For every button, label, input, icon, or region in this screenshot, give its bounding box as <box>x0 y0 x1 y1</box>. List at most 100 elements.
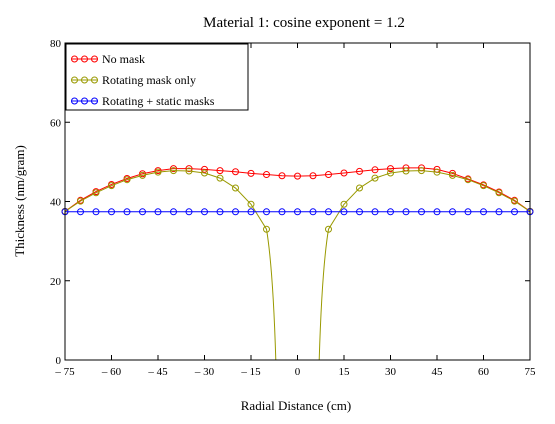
data-point <box>495 208 503 216</box>
data-point <box>77 208 84 216</box>
data-point <box>356 167 363 175</box>
data-point <box>418 167 425 175</box>
y-tick-label: 20 <box>50 276 62 288</box>
data-point <box>278 172 286 180</box>
data-point <box>139 171 146 179</box>
series-rotating-mask-only <box>61 167 534 361</box>
data-point <box>464 208 472 216</box>
legend-label: No mask <box>102 52 145 66</box>
y-tick-label: 40 <box>50 197 62 209</box>
data-point <box>340 200 348 208</box>
x-axis-ticks: – 75 – 60 – 45 – 30 – 15 0 15 30 45 60 75 <box>54 43 536 378</box>
data-point <box>511 197 518 205</box>
x-tick-label: – 15 <box>240 366 261 378</box>
data-point <box>449 171 456 179</box>
data-point <box>356 208 363 216</box>
data-point <box>402 208 410 216</box>
chart-title: Material 1: cosine exponent = 1.2 <box>203 15 405 31</box>
data-point <box>356 184 363 192</box>
data-point <box>433 168 441 176</box>
data-point <box>247 169 255 177</box>
data-point <box>170 208 177 216</box>
series-group <box>61 164 534 361</box>
data-point <box>449 169 456 177</box>
legend-marker <box>81 97 88 105</box>
data-point <box>185 167 193 175</box>
x-tick-label: 0 <box>295 366 301 378</box>
data-point <box>340 208 348 216</box>
x-tick-label: 30 <box>385 366 397 378</box>
data-point <box>232 184 239 192</box>
legend-marker <box>81 55 88 63</box>
y-tick-label: 80 <box>50 38 62 50</box>
data-point <box>108 182 115 190</box>
data-point <box>309 208 317 216</box>
data-point <box>371 174 379 182</box>
data-point <box>77 197 84 205</box>
legend-marker <box>81 76 88 84</box>
data-point <box>92 189 100 197</box>
data-point <box>495 189 503 197</box>
x-tick-label: 75 <box>525 366 537 378</box>
data-point <box>232 168 239 176</box>
data-point <box>480 182 487 190</box>
data-point <box>309 172 317 180</box>
data-point <box>154 168 162 176</box>
data-point <box>201 169 208 177</box>
x-tick-label: – 75 <box>54 366 75 378</box>
data-point <box>201 165 208 173</box>
data-point <box>480 208 487 216</box>
series-rotating-static-masks <box>61 208 534 216</box>
y-tick-label: 0 <box>56 355 62 367</box>
data-point <box>387 165 394 173</box>
data-point <box>511 208 518 216</box>
data-point <box>247 208 255 216</box>
data-point <box>185 208 193 216</box>
series-line <box>64 167 531 212</box>
data-point <box>371 208 379 216</box>
plot-frame <box>64 42 531 361</box>
data-point <box>247 200 255 208</box>
data-point <box>154 208 162 216</box>
data-point <box>201 208 208 216</box>
data-point <box>216 167 224 175</box>
x-tick-label: – 45 <box>147 366 168 378</box>
data-point <box>464 176 472 184</box>
legend-marker <box>91 55 98 63</box>
data-point <box>294 172 301 180</box>
data-point <box>232 208 239 216</box>
legend: No mask Rotating mask only Rotating + stat… <box>65 43 249 111</box>
y-axis-label: Thickness (nm/gram) <box>12 145 27 257</box>
data-point <box>449 208 456 216</box>
legend-item-no-mask: No mask <box>71 52 145 66</box>
legend-marker <box>91 97 98 105</box>
x-tick-label: – 60 <box>101 366 122 378</box>
data-point <box>263 171 270 179</box>
data-point <box>263 225 270 233</box>
data-point <box>387 208 394 216</box>
data-point <box>92 208 100 216</box>
data-point <box>325 208 332 216</box>
data-point <box>433 208 441 216</box>
x-tick-label: – 30 <box>194 366 215 378</box>
data-point <box>139 208 146 216</box>
data-point <box>263 208 270 216</box>
data-point <box>371 166 379 174</box>
data-point <box>294 208 301 216</box>
x-tick-label: 45 <box>432 366 444 378</box>
legend-marker <box>91 76 98 84</box>
data-point <box>278 208 286 216</box>
data-point <box>325 171 332 179</box>
series-line-right <box>318 170 531 361</box>
data-point <box>325 225 332 233</box>
legend-marker <box>71 55 78 63</box>
legend-label: Rotating + static masks <box>102 94 215 108</box>
data-point <box>418 208 425 216</box>
data-point <box>340 169 348 177</box>
data-point <box>216 174 224 182</box>
series-line-left <box>64 170 277 361</box>
data-point <box>170 167 177 175</box>
data-point <box>170 165 177 173</box>
legend-marker <box>71 76 78 84</box>
